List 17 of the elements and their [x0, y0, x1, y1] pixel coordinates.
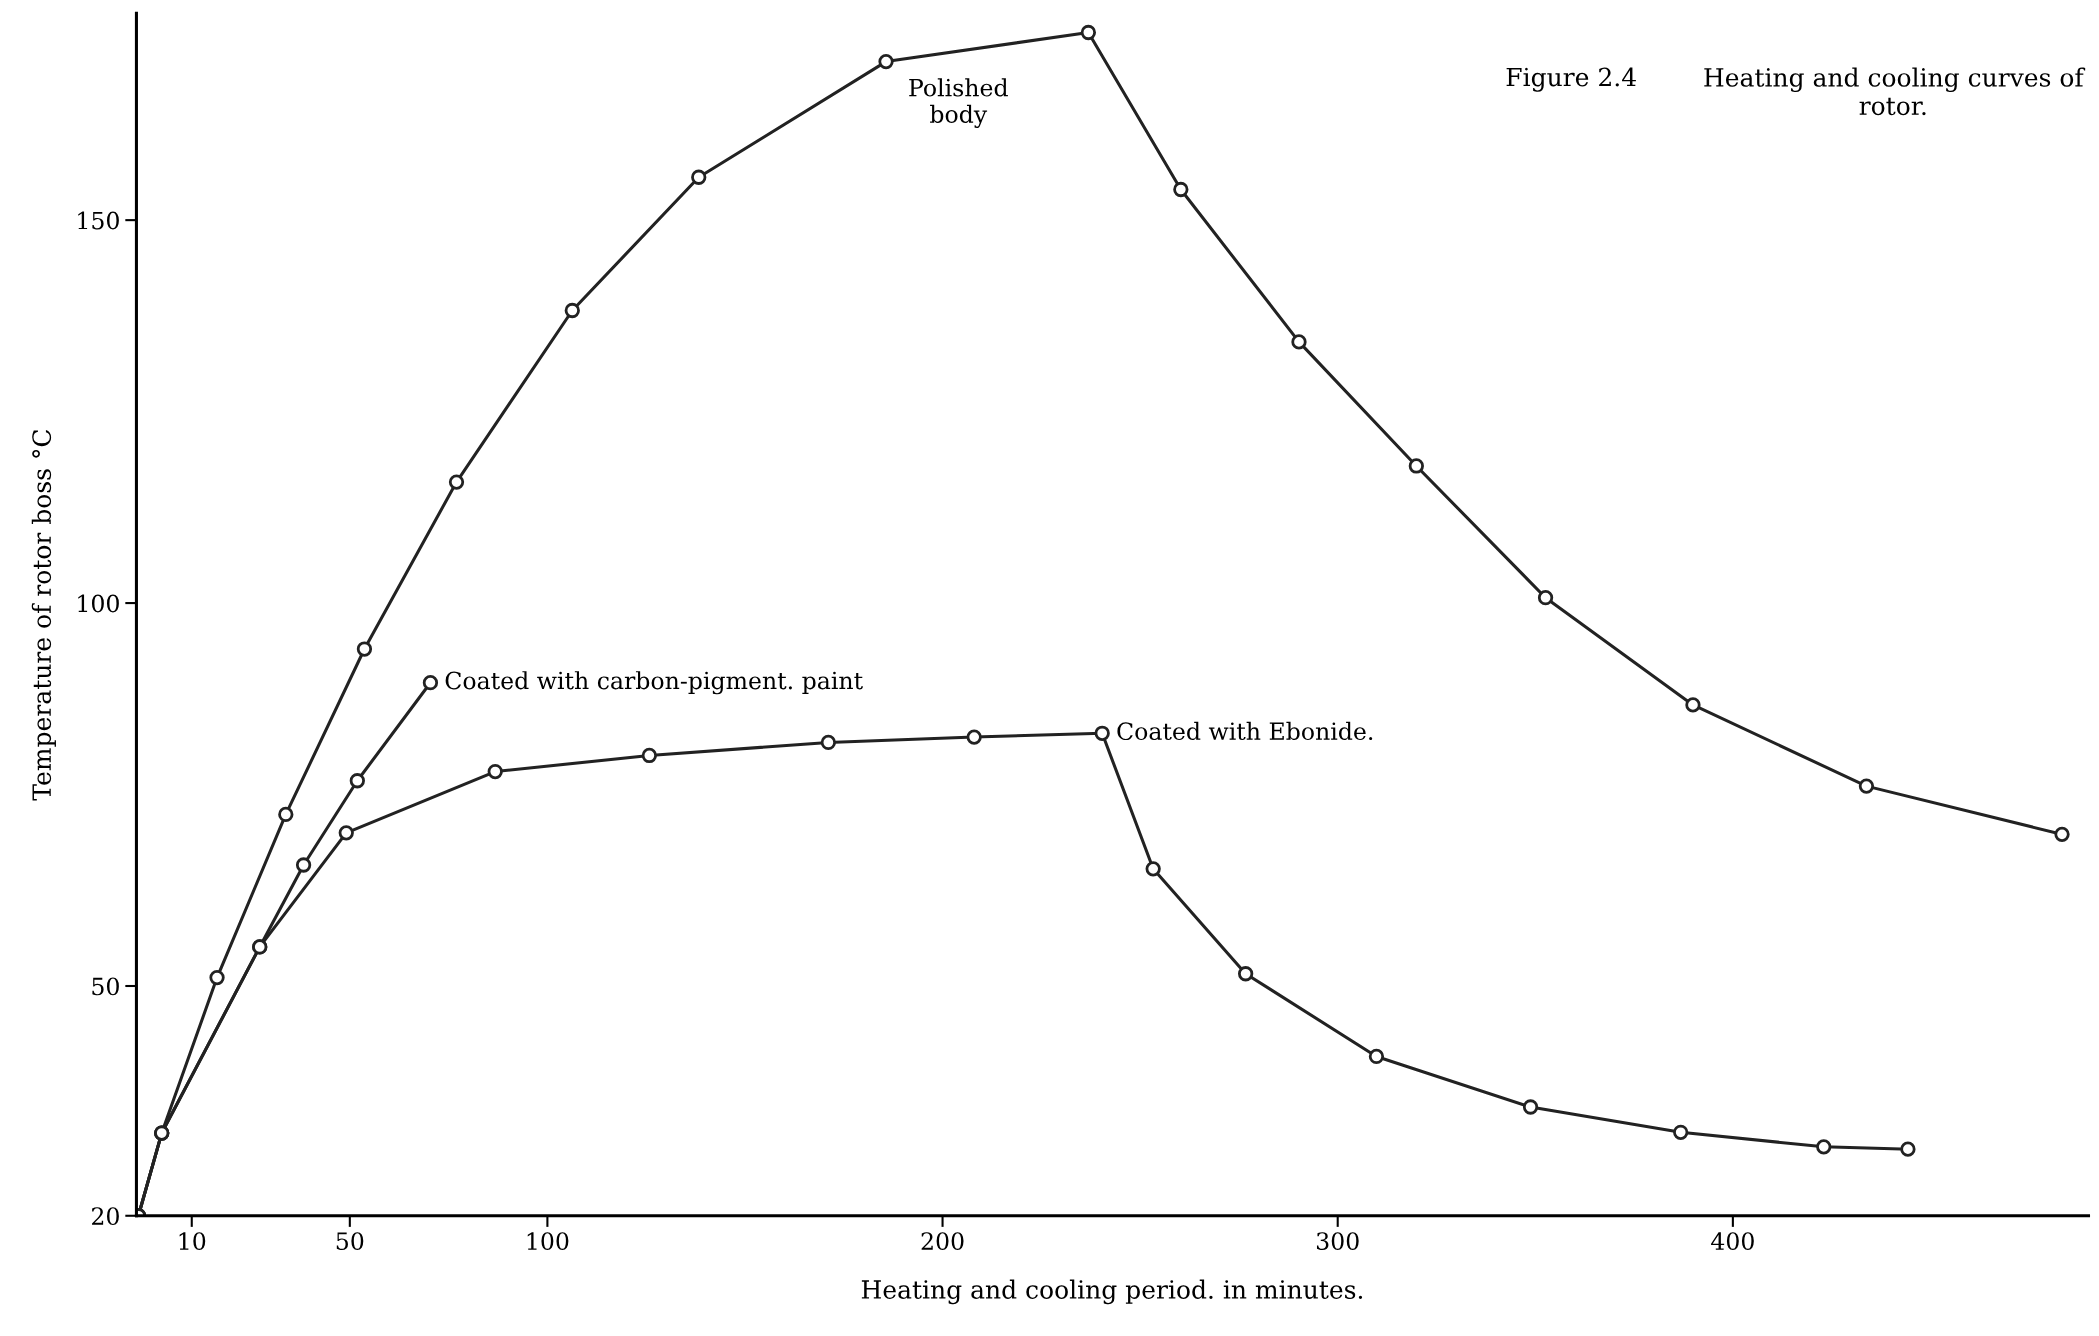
y-tick-label: 20	[92, 1207, 119, 1226]
x-tick-label: 50	[336, 1232, 364, 1251]
y-tick-label: 150	[78, 211, 119, 230]
y-axis-title: Temperature of rotor boss °C	[31, 429, 56, 801]
x-tick-label: 200	[921, 1232, 964, 1251]
y-tick-label: 50	[92, 977, 119, 996]
text: Heating and cooling curves of rotor.	[1704, 67, 2086, 116]
x-tick-label: 400	[1711, 1232, 1754, 1251]
y-tick-label: 100	[78, 594, 119, 613]
x-axis-title: Heating and cooling period. in minutes.	[861, 1279, 1363, 1305]
text: Figure 2.4	[1506, 67, 1636, 92]
x-tick-label: 100	[527, 1232, 569, 1251]
annotation: Coated with Ebonide.	[1117, 721, 1373, 741]
x-tick-label: 10	[179, 1232, 206, 1251]
annotation: Polished body	[909, 78, 1008, 128]
annotation: Coated with carbon-pigment. paint	[445, 671, 863, 695]
x-tick-label: 300	[1316, 1232, 1359, 1251]
